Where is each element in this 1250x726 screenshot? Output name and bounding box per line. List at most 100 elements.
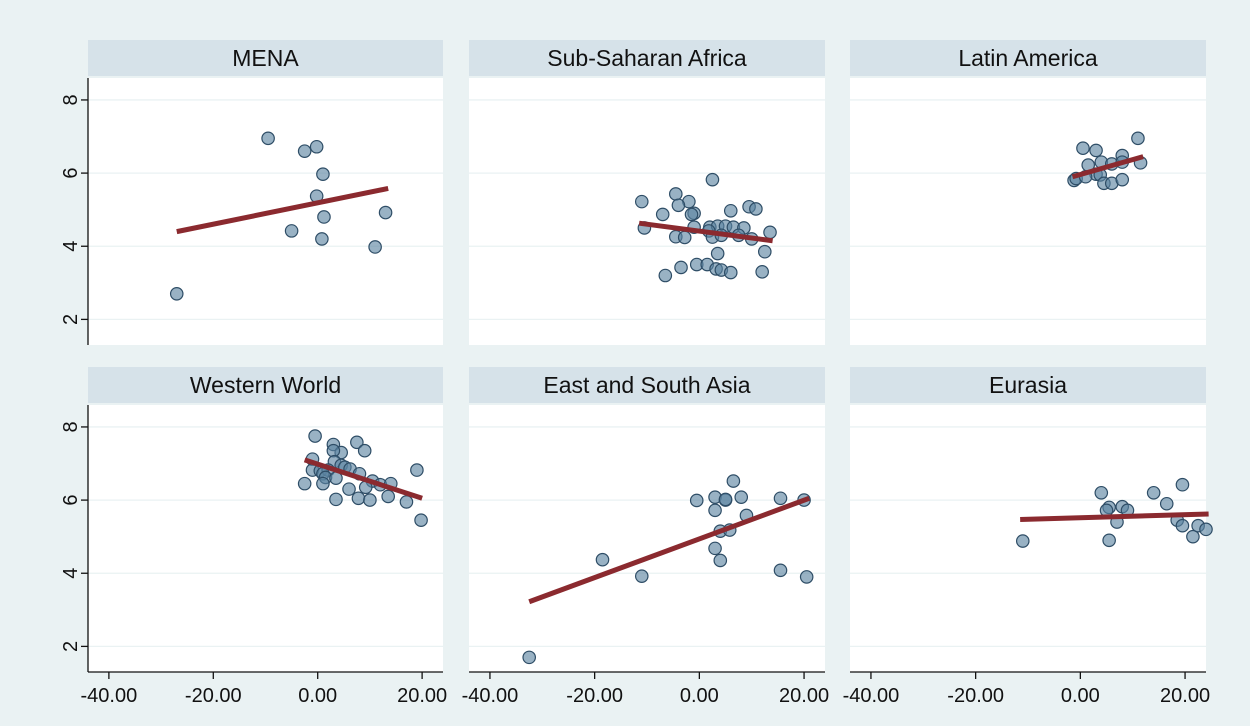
- data-point: [1102, 533, 1116, 548]
- x-tick-label: -40.00: [462, 685, 519, 707]
- data-point: [718, 492, 733, 507]
- data-point: [668, 187, 683, 201]
- data-point: [799, 570, 814, 584]
- data-point: [710, 246, 725, 261]
- x-tick-label: 20.00: [1160, 685, 1210, 707]
- data-point: [363, 493, 377, 507]
- data-point: [723, 203, 738, 218]
- panel-header-strip: [850, 40, 1206, 76]
- y-tick-label: 4: [60, 241, 82, 252]
- data-point: [708, 541, 722, 556]
- fit-line: [176, 186, 389, 235]
- data-point: [723, 265, 738, 280]
- data-point: [684, 207, 699, 222]
- panel-header-strip: [850, 367, 1206, 403]
- y-tick-label: 6: [60, 168, 82, 179]
- panel-title: Eurasia: [989, 372, 1067, 398]
- data-point: [357, 443, 372, 458]
- panel-header-strip: [469, 40, 825, 76]
- x-tick-label: 0.00: [1061, 685, 1100, 707]
- y-tick-label: 4: [60, 568, 82, 579]
- data-point: [773, 491, 788, 506]
- data-point: [749, 202, 763, 216]
- fit-line: [528, 495, 811, 605]
- data-point: [755, 265, 769, 279]
- data-point: [414, 513, 428, 528]
- panel-title: East and South Asia: [543, 372, 750, 398]
- data-point: [351, 491, 366, 506]
- data-point: [734, 490, 749, 504]
- y-tick-label: 8: [60, 421, 82, 432]
- x-tick-label: -40.00: [81, 685, 138, 707]
- data-point: [381, 489, 395, 504]
- data-point: [1175, 477, 1190, 492]
- data-point: [757, 244, 772, 259]
- fit-line: [1020, 511, 1209, 522]
- data-point: [410, 463, 424, 477]
- y-tick-label: 8: [60, 94, 82, 105]
- data-point: [1094, 485, 1109, 500]
- data-point: [671, 198, 686, 213]
- plot-area: [469, 405, 825, 672]
- facet-panel: East and South Asia -40.00 -20.00 0.00 20.00: [462, 367, 829, 707]
- data-point: [378, 205, 393, 220]
- facet-panel: Sub-Saharan Africa: [469, 40, 825, 345]
- data-point: [677, 230, 692, 245]
- data-point: [763, 225, 777, 240]
- x-tick-label: -40.00: [843, 685, 900, 707]
- fit-line: [1071, 154, 1144, 180]
- x-tick-label: -20.00: [185, 685, 242, 707]
- data-point: [297, 144, 312, 158]
- facet-panel: Eurasia -40.00 -20.00 0.00 20.00: [843, 367, 1213, 707]
- data-point: [350, 435, 364, 450]
- y-tick-label: 2: [60, 641, 82, 652]
- data-point: [713, 553, 728, 568]
- panel-title: Western World: [190, 372, 341, 398]
- facet-panel: Latin America: [850, 40, 1206, 345]
- x-tick-label: 20.00: [397, 685, 447, 707]
- x-tick-label: 0.00: [680, 685, 719, 707]
- data-point: [169, 286, 184, 301]
- data-point: [655, 207, 670, 222]
- panel-title: MENA: [232, 45, 299, 71]
- plot-area: [469, 78, 825, 345]
- data-point: [329, 492, 343, 507]
- x-tick-label: -20.00: [566, 685, 623, 707]
- data-point: [634, 194, 649, 209]
- data-point: [1115, 172, 1130, 187]
- data-point: [522, 650, 537, 665]
- data-point: [595, 552, 610, 567]
- data-point: [708, 503, 722, 518]
- data-point: [399, 495, 414, 509]
- data-point: [284, 224, 299, 238]
- panel-title: Latin America: [958, 45, 1098, 71]
- data-point: [317, 210, 331, 224]
- data-point: [1175, 518, 1190, 533]
- y-tick-label: 2: [60, 314, 82, 325]
- data-point: [1199, 522, 1213, 537]
- x-tick-label: -20.00: [947, 685, 1004, 707]
- data-point: [297, 476, 312, 491]
- data-point: [1015, 534, 1030, 548]
- panel-header-strip: [469, 367, 825, 403]
- data-point: [674, 260, 688, 275]
- fit-line: [303, 457, 423, 501]
- data-point: [315, 232, 329, 246]
- data-point: [261, 131, 275, 146]
- data-point: [634, 569, 649, 583]
- plot-area: [850, 78, 1206, 345]
- facet-panel: Western World 2 4 6 8 -40.00 -20.00 0.00 20.00: [60, 367, 447, 707]
- x-tick-label: 0.00: [298, 685, 337, 707]
- data-point: [773, 563, 788, 578]
- panel-header-strip: [88, 367, 443, 403]
- data-point: [308, 429, 322, 443]
- data-point: [705, 172, 720, 187]
- plot-area: [88, 405, 443, 672]
- panel-header-strip: [88, 40, 443, 76]
- data-point: [1131, 131, 1145, 146]
- panel-title: Sub-Saharan Africa: [547, 45, 747, 71]
- x-tick-label: 20.00: [779, 685, 829, 707]
- data-point: [1146, 485, 1161, 500]
- data-point: [658, 268, 673, 283]
- facet-panel: MENA 2 4 6 8: [60, 40, 443, 345]
